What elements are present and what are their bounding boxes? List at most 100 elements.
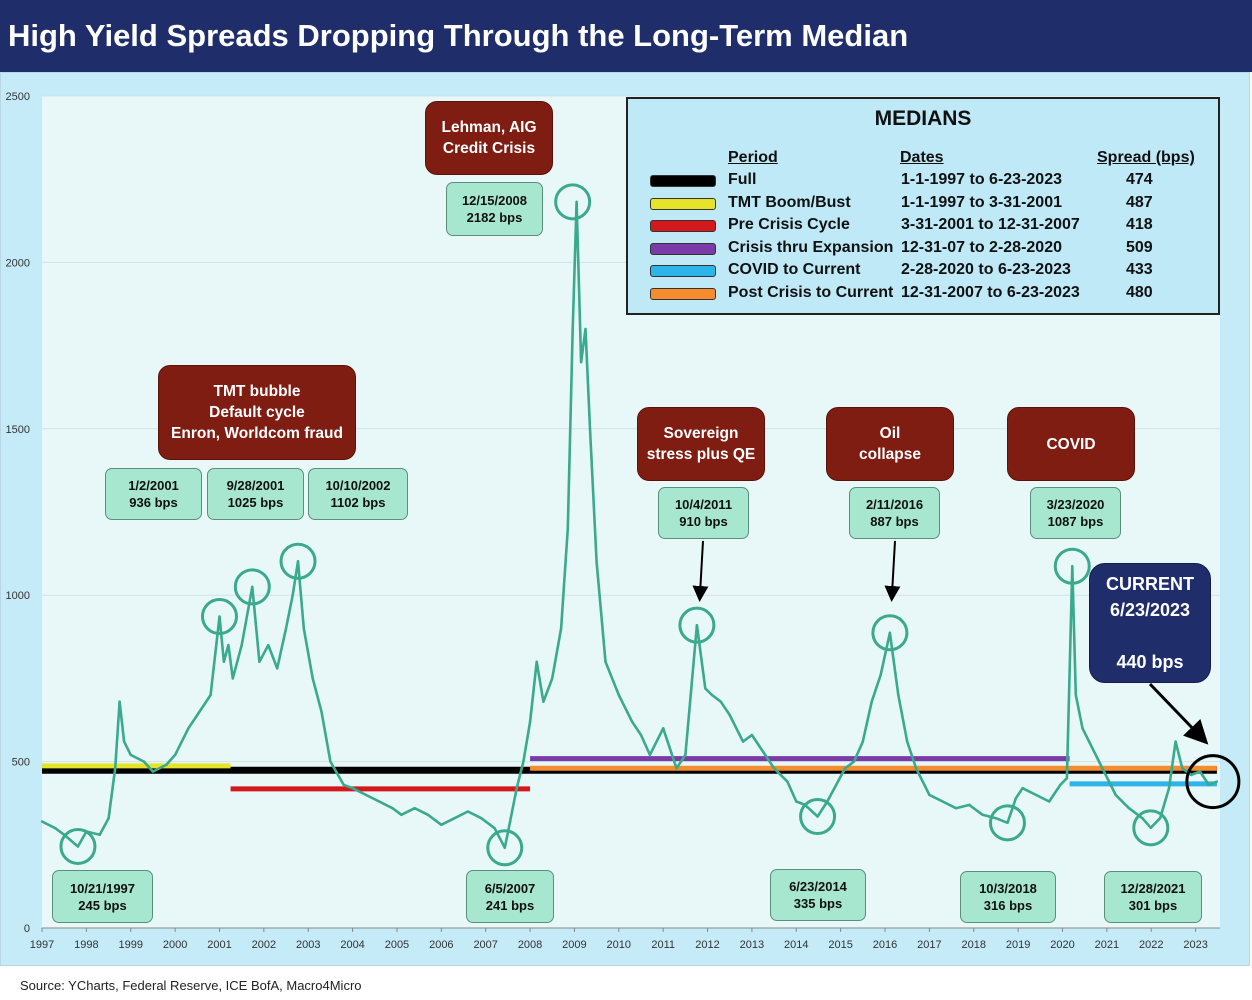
- legend-dates: 1-1-1997 to 3-31-2001: [901, 193, 1062, 211]
- date-label-2018: 10/3/2018 316 bps: [960, 871, 1056, 923]
- chart-frame: [0, 72, 1250, 966]
- data-point: [786, 780, 789, 783]
- legend-period: Post Crisis to Current: [728, 283, 894, 301]
- data-point: [559, 627, 563, 630]
- date-label-2007: 6/5/2007 241 bps: [466, 870, 554, 923]
- legend-spread: 487: [1126, 193, 1153, 211]
- x-tick-label: 2021: [1095, 939, 1119, 951]
- legend-row: Crisis thru Expansion 12-31-07 to 2-28-20…: [628, 239, 1218, 261]
- data-point: [329, 760, 332, 763]
- date-label-2011: 10/4/2011 910 bps: [658, 487, 749, 539]
- data-point: [661, 727, 665, 730]
- highlight-circle: [988, 804, 1026, 842]
- data-point: [968, 803, 971, 807]
- data-point: [258, 660, 261, 663]
- data-point: [351, 787, 354, 790]
- data-point: [1071, 565, 1074, 568]
- data-point: [165, 763, 168, 767]
- x-tick-label: 2001: [207, 939, 231, 951]
- data-point: [905, 740, 909, 743]
- y-tick-label: 2000: [6, 257, 30, 269]
- data-point: [320, 710, 323, 713]
- data-point: [684, 753, 687, 757]
- data-point: [648, 753, 652, 757]
- x-tick-label: 2020: [1050, 939, 1074, 951]
- arrow-2011: [692, 540, 709, 602]
- x-tick-label: 2010: [607, 939, 631, 951]
- date-label-2021: 12/28/2021 301 bps: [1104, 871, 1202, 923]
- legend-swatch: [650, 175, 716, 187]
- date-label-1997: 10/21/1997 245 bps: [52, 870, 153, 923]
- highlight-circle: [799, 798, 837, 836]
- legend-swatch: [650, 197, 716, 210]
- data-point: [595, 560, 598, 564]
- data-point: [535, 660, 538, 663]
- data-point: [695, 623, 699, 627]
- data-point: [1034, 793, 1038, 797]
- legend-swatch: [650, 220, 716, 232]
- data-point: [1167, 787, 1171, 790]
- data-point: [240, 643, 243, 647]
- legend-dates: 3-31-2001 to 12-31-2007: [901, 216, 1080, 233]
- data-point: [400, 813, 403, 817]
- legend-spread: 474: [1126, 171, 1153, 188]
- data-point: [879, 673, 882, 677]
- x-tick-label: 2019: [1006, 939, 1030, 951]
- data-point: [466, 810, 470, 813]
- data-point: [861, 740, 865, 743]
- x-tick-label: 2018: [962, 939, 986, 951]
- data-point: [704, 687, 707, 690]
- x-tick-label: 2012: [695, 939, 719, 951]
- x-tick-label: 1997: [30, 939, 54, 951]
- x-tick-label: 2004: [340, 939, 364, 951]
- data-point: [1215, 780, 1219, 783]
- date-label-2001-jan: 1/2/2001 936 bps: [105, 468, 202, 520]
- data-point: [187, 727, 190, 730]
- data-point: [1158, 816, 1162, 820]
- y-tick-label: 500: [12, 757, 30, 769]
- legend-spread: 433: [1126, 261, 1153, 278]
- data-point: [275, 667, 279, 670]
- data-point: [151, 770, 155, 773]
- legend-swatch: [650, 242, 716, 255]
- x-tick-label: 2007: [473, 939, 497, 951]
- arrow-current: [1148, 682, 1209, 745]
- data-point: [579, 361, 583, 364]
- data-point: [342, 783, 345, 787]
- data-point: [528, 720, 532, 723]
- data-point: [1174, 740, 1177, 743]
- data-point: [1127, 806, 1131, 810]
- data-point: [835, 783, 838, 787]
- legend-row: TMT Boom/Bust 1-1-1997 to 3-31-2001 487: [628, 194, 1218, 216]
- legend-title: MEDIANS: [874, 107, 972, 130]
- y-tick-label: 2500: [6, 91, 30, 103]
- legend-dates: 2-28-2020 to 6-23-2023: [901, 261, 1071, 278]
- data-point: [364, 793, 368, 797]
- highlight-circle: [279, 542, 317, 580]
- data-point: [311, 677, 314, 680]
- data-point: [843, 767, 847, 770]
- legend-spread: 418: [1126, 216, 1153, 233]
- data-point: [218, 615, 221, 618]
- title-bar: High Yield Spreads Dropping Through the …: [0, 0, 1252, 72]
- legend-dates: 12-31-2007 to 6-23-2023: [901, 283, 1080, 301]
- legend-row: Pre Crisis Cycle 3-31-2001 to 12-31-2007 4…: [628, 216, 1218, 238]
- data-point: [227, 643, 230, 647]
- data-point: [941, 800, 944, 803]
- data-point: [816, 815, 819, 818]
- legend-row: COVID to Current 2-28-2020 to 6-23-2023 43…: [628, 261, 1218, 283]
- x-tick-label: 2022: [1139, 939, 1163, 951]
- highlight-circle: [1132, 809, 1170, 847]
- data-point: [1141, 816, 1144, 820]
- data-point: [40, 820, 44, 823]
- x-tick-label: 2015: [828, 939, 852, 951]
- x-tick-label: 2013: [740, 939, 764, 951]
- oil-collapse-annotation: Oil collapse: [826, 407, 954, 481]
- x-tick-label: 2014: [784, 939, 808, 951]
- legend-row: Post Crisis to Current 12-31-2007 to 6-23…: [628, 284, 1218, 306]
- data-point: [1101, 767, 1104, 770]
- data-point: [1047, 800, 1051, 803]
- data-point: [522, 760, 525, 763]
- legend-period: Crisis thru Expansion: [728, 238, 894, 256]
- data-point: [795, 800, 798, 803]
